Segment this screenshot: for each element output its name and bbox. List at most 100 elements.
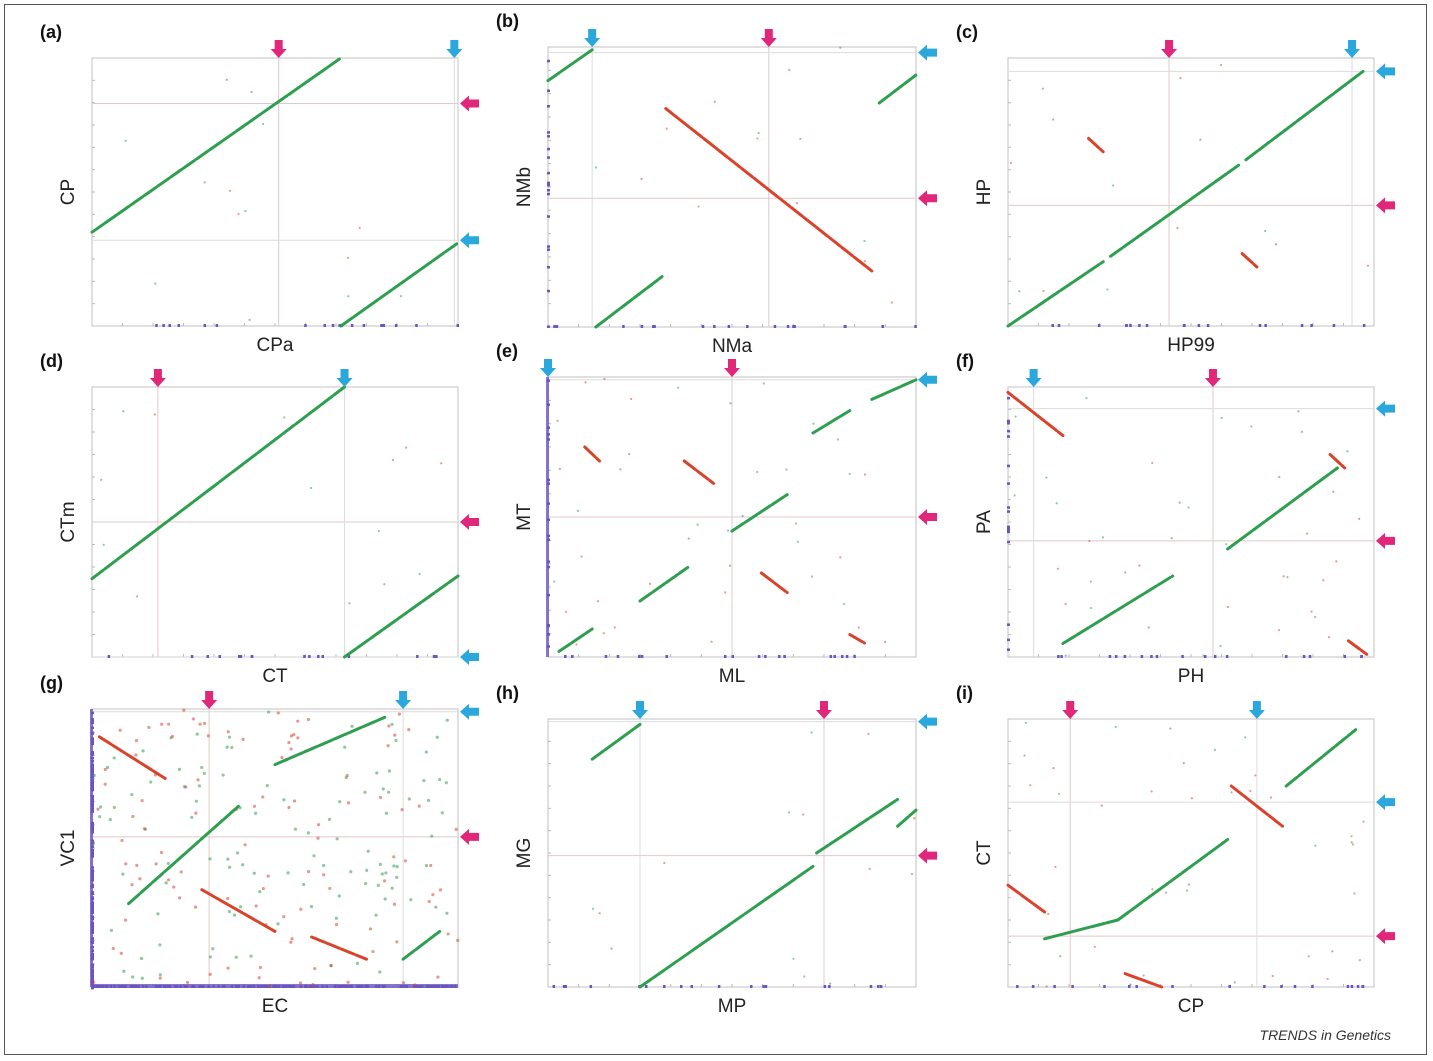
noise-dot [154,282,157,285]
noise-dot [1250,425,1253,428]
noise-dot [149,780,153,784]
noise-dot [268,984,272,989]
noise-dot [262,122,265,126]
noise-dot [203,721,207,725]
edge-tick [1228,985,1231,988]
noise-dot [810,575,814,578]
noise-dot [92,773,96,778]
direct-match-segment-1 [343,574,460,659]
edge-tick [828,985,831,988]
edge-tick [701,325,705,328]
inverted-match-segment-2 [664,107,874,273]
noise-dot [191,717,195,721]
noise-dot [380,872,384,876]
direct-match-segment-3 [811,409,852,435]
inverted-match-segment-0 [1006,390,1065,438]
noise-dot [1178,501,1181,504]
edge-tick [1016,985,1019,988]
edge-tick [1203,655,1207,658]
noise-dot [282,915,286,919]
noise-dot [1085,396,1088,400]
terminus-arrow-icon [918,713,937,730]
noise-dot [1124,571,1127,574]
noise-dot [1042,289,1045,293]
noise-dot [109,928,114,932]
edge-tick [435,655,438,658]
direct-match-segment-3 [896,808,918,828]
edge-tick [190,655,194,658]
noise-dot [913,817,916,820]
edge-tick [350,324,354,327]
credit-text: TRENDS in Genetics [1259,1027,1391,1043]
noise-dot [366,849,370,853]
edge-tick [416,655,419,658]
edge-tick [844,325,847,328]
noise-dot [413,983,417,987]
noise-dot [309,905,314,909]
edge-tick [1007,623,1010,626]
noise-dot [1353,892,1356,895]
direct-match-segment-1 [594,275,664,329]
noise-dot [741,514,744,518]
noise-dot [154,862,158,866]
edge-tick [1071,985,1074,988]
noise-dot [1310,610,1313,613]
edge-tick [653,325,656,328]
noise-dot [286,871,290,875]
panel-a: (a) CPa CP [40,22,479,356]
noise-dot [1112,184,1115,187]
origin-arrow-icon [460,828,479,845]
noise-dot [1314,615,1317,619]
noise-dot [289,940,293,944]
edge-tick [616,655,620,658]
noise-dot [200,765,204,770]
edge-tick [1350,985,1354,988]
edge-tick [1007,506,1010,509]
noise-dot [276,922,280,926]
edge-tick [750,985,753,988]
x-axis-label: CP [1178,996,1204,1017]
terminus-arrow-icon [1025,369,1042,387]
terminus-arrow-icon [1376,794,1395,811]
noise-dot [1142,974,1145,977]
terminus-arrow-icon [446,40,463,58]
noise-dot [185,980,190,984]
noise-dot [211,947,215,951]
noise-dot [92,980,96,984]
noise-dot [130,792,134,797]
origin-arrow-icon [460,95,479,112]
noise-dot [424,750,428,754]
panel-h: (h) MP MG [496,683,937,1017]
noise-dot [1332,490,1335,493]
noise-dot [363,790,367,794]
edge-tick [1103,985,1106,988]
edge-tick [1183,324,1186,327]
edge-tick [553,325,556,328]
noise-dot [358,226,361,230]
noise-dot [386,744,390,748]
noise-dot [628,452,631,456]
direct-match-segment-4 [273,715,387,767]
noise-dot [119,951,123,955]
noise-dot [400,808,404,812]
noise-dot [729,402,732,405]
terminus-arrow-icon [918,44,937,61]
terminus-arrow-icon [540,359,556,377]
noise-dot [426,798,431,802]
noise-dot [1024,721,1027,724]
edge-tick [1343,655,1347,658]
inverted-match-segment-3 [1087,136,1105,154]
edge-tick [1007,396,1010,400]
noise-dot [762,382,765,385]
noise-dot [136,595,139,598]
noise-dot [613,626,616,629]
terminus-arrow-icon [336,369,353,387]
terminus-arrow-icon [1376,63,1395,80]
edge-tick [323,324,326,327]
edge-tick [1057,324,1061,327]
noise-dot [788,68,791,71]
noise-dot [329,964,333,968]
edge-tick [547,325,550,328]
edge-tick [757,655,761,658]
noise-dot [640,177,643,181]
